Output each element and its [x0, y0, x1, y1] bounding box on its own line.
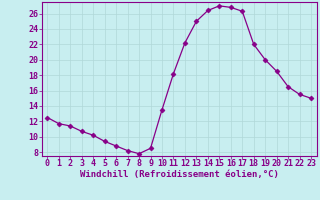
X-axis label: Windchill (Refroidissement éolien,°C): Windchill (Refroidissement éolien,°C) [80, 170, 279, 179]
